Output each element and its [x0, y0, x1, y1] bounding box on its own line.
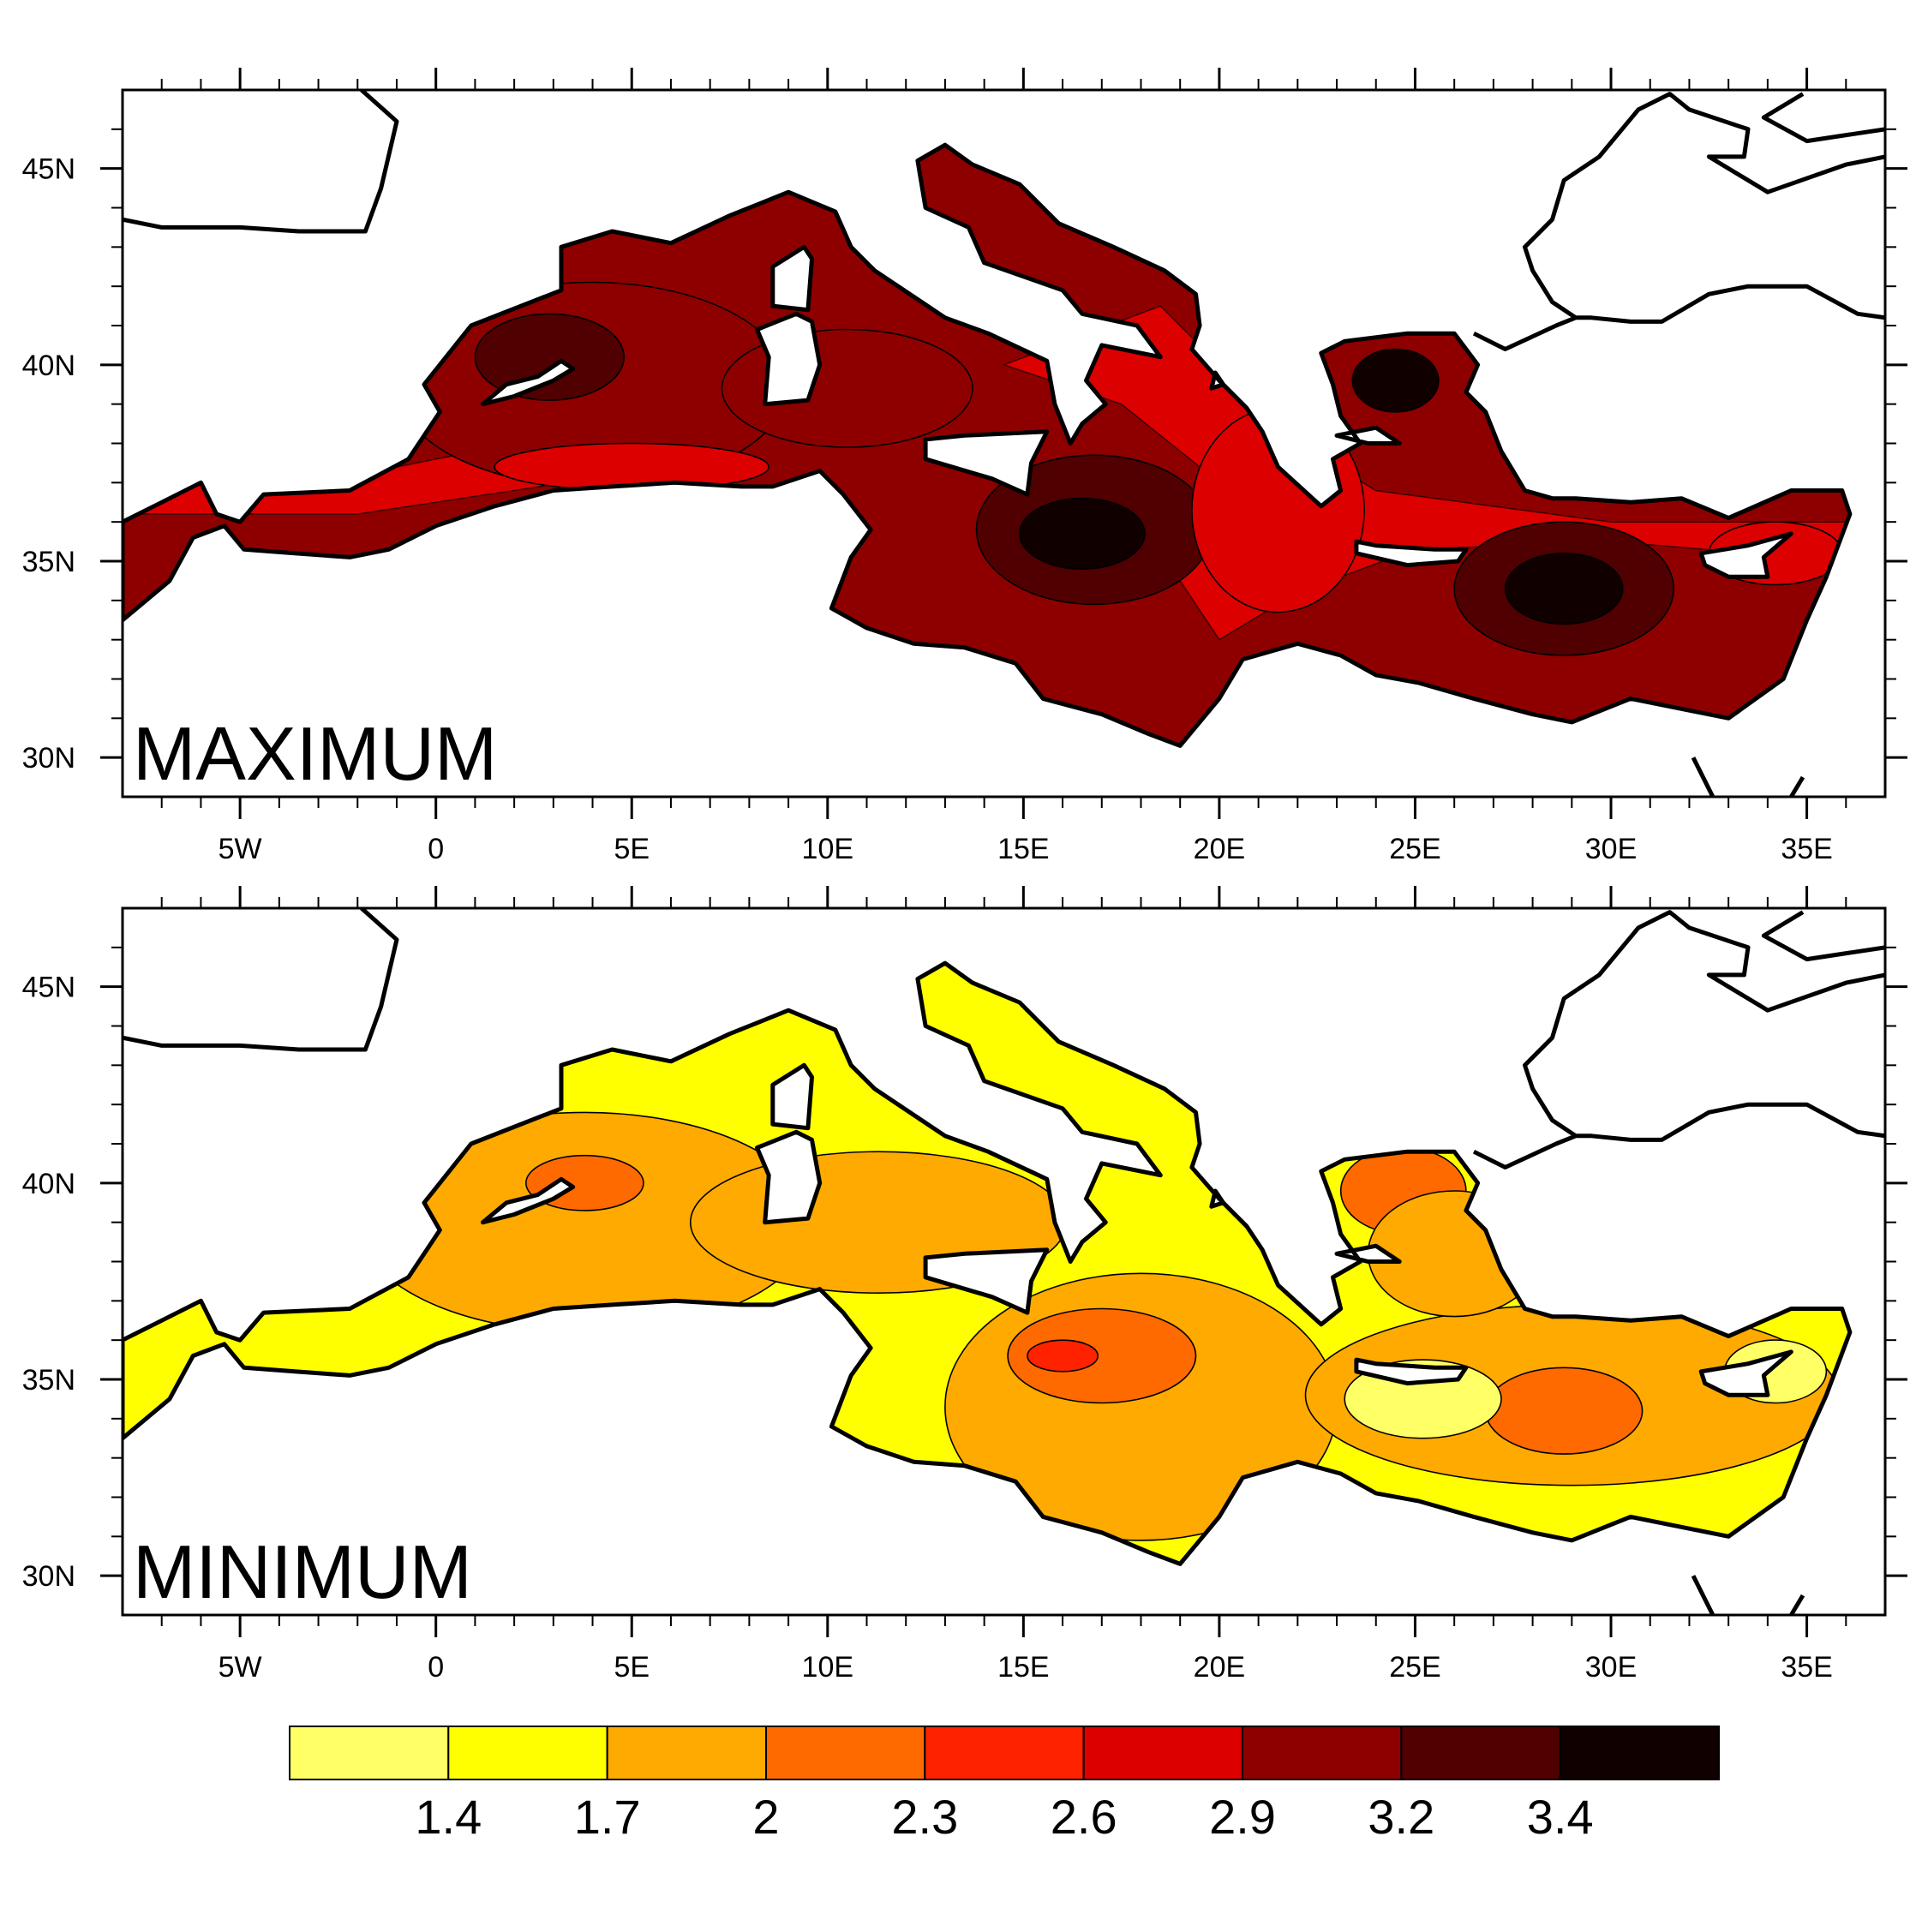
colorbar-swatch [765, 1726, 926, 1780]
colorbar-swatch [1559, 1726, 1720, 1780]
x-tick-label: 35E [1781, 1651, 1833, 1684]
contour-region [1007, 1307, 1197, 1404]
x-tick-label: 20E [1194, 833, 1246, 865]
colorbar-swatch [606, 1726, 768, 1780]
colorbar-label: 2.3 [891, 1790, 958, 1844]
x-tick-label: 15E [997, 1651, 1050, 1684]
colorbar: 1.4 1.7 2 2.3 2.6 2.9 3.2 3.4 [289, 1726, 1720, 1844]
coastline [123, 908, 1885, 1615]
y-tick-label: 45N [22, 972, 75, 1004]
axis-ticks: 5W 0 5E 10E 15E 20E 25E 30E 35E 30N 35N 40N 45N [22, 886, 1907, 1684]
contour-region [1019, 497, 1146, 571]
x-tick-label: 0 [428, 1651, 444, 1684]
x-tick-label: 5W [219, 1651, 262, 1684]
x-tick-label: 30E [1585, 1651, 1638, 1684]
colorbar-swatch [447, 1726, 608, 1780]
contour-region [1027, 1339, 1099, 1373]
colorbar-label: 2.9 [1209, 1790, 1276, 1844]
colorbar-swatch [1082, 1726, 1243, 1780]
y-tick-label: 30N [22, 742, 75, 775]
colorbar-swatch [1242, 1726, 1403, 1780]
y-tick-label: 45N [22, 153, 75, 186]
y-tick-label: 35N [22, 1364, 75, 1397]
colorbar-label: 2.6 [1051, 1790, 1117, 1844]
x-tick-label: 35E [1781, 833, 1833, 865]
x-tick-label: 0 [428, 833, 444, 865]
x-tick-label: 5E [614, 833, 650, 865]
colorbar-label: 3.4 [1527, 1790, 1594, 1844]
x-tick-label: 20E [1194, 1651, 1246, 1684]
colorbar-label: 1.7 [574, 1790, 641, 1844]
contour-region [1351, 348, 1440, 413]
x-tick-label: 30E [1585, 833, 1638, 865]
colorbar-swatch [924, 1726, 1085, 1780]
y-tick-label: 40N [22, 1168, 75, 1200]
colorbar-swatch [1400, 1726, 1561, 1780]
y-tick-label: 30N [22, 1560, 75, 1593]
island-fill [482, 247, 1792, 577]
x-tick-label: 5E [614, 1651, 650, 1684]
colorbar-swatch [289, 1726, 450, 1780]
x-tick-label: 25E [1389, 833, 1441, 865]
contour-region [721, 328, 973, 448]
colorbar-label: 1.4 [415, 1790, 482, 1844]
island-fill [482, 1065, 1792, 1396]
x-tick-label: 10E [802, 1651, 854, 1684]
coastline [123, 90, 1885, 797]
contour-region [474, 313, 625, 401]
x-tick-label: 10E [802, 833, 854, 865]
x-tick-label: 5W [219, 833, 262, 865]
panel-maximum: 5W 0 5E 10E 15E 20E 25E 30E 35E 30N 35N 40N 45N MAXI… [22, 68, 1907, 865]
contour-region [1484, 1367, 1644, 1455]
axis-ticks: 5W 0 5E 10E 15E 20E 25E 30E 35E 30N 35N 40N 45N [22, 68, 1907, 865]
y-tick-label: 40N [22, 350, 75, 382]
x-tick-label: 25E [1389, 1651, 1441, 1684]
colorbar-label: 2 [752, 1790, 779, 1844]
y-tick-label: 35N [22, 546, 75, 578]
plot-frame [123, 908, 1885, 1615]
panel-label: MAXIMUM [133, 711, 497, 796]
panel-label: MINIMUM [133, 1529, 472, 1614]
contour-region [1504, 552, 1624, 625]
panel-minimum: 5W 0 5E 10E 15E 20E 25E 30E 35E 30N 35N 40N 45N MINI… [22, 886, 1907, 1684]
x-tick-label: 15E [997, 833, 1050, 865]
plot-frame [123, 90, 1885, 797]
colorbar-label: 3.2 [1368, 1790, 1434, 1844]
